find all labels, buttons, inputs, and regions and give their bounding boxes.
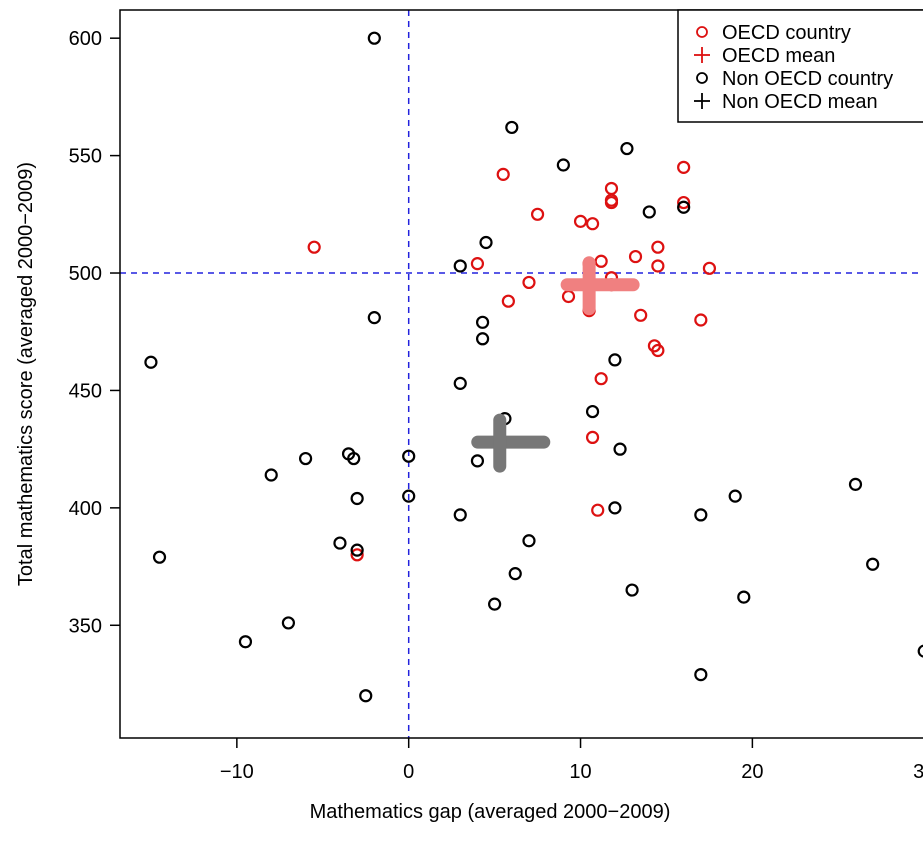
data-point xyxy=(608,501,622,515)
data-point xyxy=(298,451,313,466)
data-point xyxy=(848,477,863,491)
x-tick-label: 0 xyxy=(403,761,414,783)
legend-label: OECD country xyxy=(722,22,851,44)
y-tick-label: 450 xyxy=(69,380,102,402)
data-point xyxy=(591,503,605,517)
data-point xyxy=(866,557,880,571)
data-point xyxy=(677,200,691,214)
x-tick-label: 10 xyxy=(569,761,591,783)
mean-marker xyxy=(560,256,640,316)
legend-label: Non OECD mean xyxy=(722,91,878,113)
legend-box xyxy=(677,9,923,123)
data-point xyxy=(694,508,708,522)
data-point xyxy=(350,543,364,557)
data-point xyxy=(479,235,493,250)
data-point xyxy=(475,332,490,346)
data-point xyxy=(604,195,619,210)
data-point xyxy=(573,214,588,228)
data-point xyxy=(613,442,627,456)
data-point xyxy=(347,451,361,466)
data-point xyxy=(585,430,600,445)
x-tick-label: −10 xyxy=(220,761,254,783)
data-point xyxy=(350,491,364,506)
x-axis: −10 0 10 20 30 xyxy=(220,738,923,783)
legend-item: OECD country xyxy=(696,22,851,44)
data-point xyxy=(642,205,656,219)
data-point xyxy=(620,141,634,156)
data-point xyxy=(556,158,570,172)
data-point xyxy=(702,261,717,275)
data-point xyxy=(367,311,381,325)
data-point xyxy=(728,489,742,503)
data-point xyxy=(677,160,691,174)
data-point xyxy=(594,254,608,268)
data-point xyxy=(488,597,502,611)
data-point xyxy=(281,616,296,630)
y-axis: 350 400 450 500 550 600 xyxy=(69,28,120,637)
data-point xyxy=(470,257,485,271)
legend-label: OECD mean xyxy=(722,45,835,67)
data-point xyxy=(522,275,536,290)
x-tick-label: 20 xyxy=(741,761,763,783)
data-point xyxy=(402,449,416,463)
data-point xyxy=(585,217,600,231)
data-point xyxy=(144,355,158,369)
data-point xyxy=(694,313,708,327)
data-point xyxy=(608,353,622,367)
data-points xyxy=(144,31,923,703)
data-point xyxy=(505,120,519,135)
data-point xyxy=(651,240,665,254)
legend-circle-icon xyxy=(696,26,708,38)
data-point xyxy=(501,294,515,308)
data-point xyxy=(634,308,648,322)
data-point xyxy=(350,548,364,562)
data-point xyxy=(625,583,639,597)
y-axis-title: Total mathematics score (averaged 2000−2… xyxy=(15,162,37,586)
legend-item: Non OECD mean xyxy=(694,91,878,113)
data-point xyxy=(367,31,381,45)
data-point xyxy=(359,689,373,703)
data-point xyxy=(453,376,467,390)
legend-circle-icon xyxy=(696,72,708,84)
plot-frame xyxy=(119,9,923,739)
y-tick-label: 550 xyxy=(69,146,102,168)
reference-lines xyxy=(120,10,923,738)
x-tick-label: 30 xyxy=(913,761,923,783)
data-point xyxy=(522,534,536,548)
data-point xyxy=(917,644,923,658)
data-point xyxy=(594,372,608,386)
data-point xyxy=(694,667,708,682)
legend-item: Non OECD country xyxy=(696,68,893,90)
data-point xyxy=(264,468,278,482)
legend-label: Non OECD country xyxy=(722,68,893,90)
y-tick-label: 500 xyxy=(69,263,102,285)
data-point xyxy=(475,315,490,329)
data-point xyxy=(496,167,510,181)
y-tick-label: 400 xyxy=(69,498,102,520)
data-point xyxy=(677,195,691,210)
data-point xyxy=(238,635,253,649)
data-point xyxy=(585,404,600,419)
data-point xyxy=(453,259,467,273)
data-point xyxy=(651,343,665,358)
data-point xyxy=(530,207,545,221)
data-point xyxy=(402,489,416,503)
data-point xyxy=(737,590,751,604)
data-point xyxy=(651,259,665,273)
x-axis-title: Mathematics gap (averaged 2000−2009) xyxy=(310,801,671,823)
mean-marker xyxy=(471,413,551,473)
data-point xyxy=(508,567,522,581)
data-point xyxy=(453,508,467,522)
y-tick-label: 600 xyxy=(69,28,102,50)
data-point xyxy=(470,454,485,468)
data-point xyxy=(307,240,321,254)
y-tick-label: 350 xyxy=(69,615,102,637)
data-point xyxy=(152,550,167,564)
data-point xyxy=(628,249,643,264)
legend-item: OECD mean xyxy=(694,45,835,67)
data-point xyxy=(333,536,347,550)
